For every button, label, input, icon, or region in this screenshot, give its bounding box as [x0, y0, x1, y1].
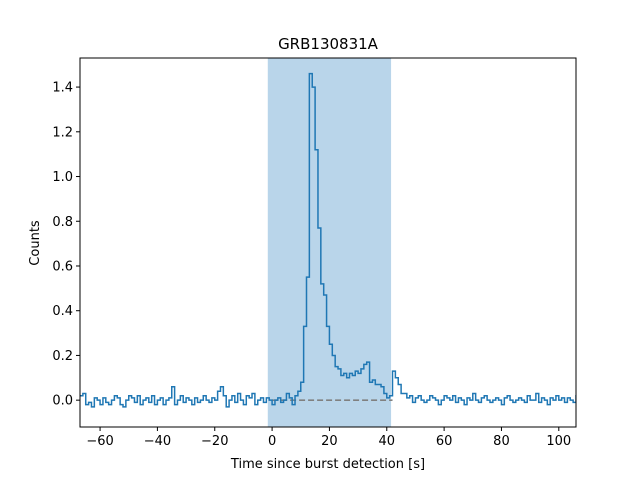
- x-tick-label: 40: [379, 434, 396, 449]
- y-tick-label: 0.0: [52, 394, 73, 409]
- x-tick-label: 0: [268, 434, 276, 449]
- y-tick-label: 1.0: [52, 170, 73, 185]
- x-tick-label: 60: [436, 434, 453, 449]
- x-tick-label: −60: [86, 434, 113, 449]
- x-axis-label: Time since burst detection [s]: [230, 457, 425, 472]
- x-tick-label: 80: [493, 434, 510, 449]
- x-tick-label: 100: [546, 434, 571, 449]
- series-line-0: [80, 72, 576, 408]
- y-tick-label: 0.2: [52, 349, 73, 364]
- x-tick-label: −20: [201, 434, 228, 449]
- y-tick-label: 0.6: [52, 259, 73, 274]
- y-tick-label: 0.4: [52, 304, 73, 319]
- y-tick-label: 0.8: [52, 215, 73, 230]
- chart-title: GRB130831A: [278, 35, 379, 53]
- y-tick-label: 1.4: [52, 81, 73, 96]
- plot-frame: [79, 57, 577, 428]
- shaded-region: [267, 58, 392, 427]
- y-axis-label: Counts: [28, 220, 43, 266]
- plot-area: −60 −40 −20 0 20 40 60 80 100 0.0 0.2 0.4 0.6 0.8 1.0 1…: [52, 57, 577, 449]
- x-tick-label: 20: [321, 434, 338, 449]
- x-tick-label: −40: [144, 434, 171, 449]
- y-tick-label: 1.2: [52, 125, 73, 140]
